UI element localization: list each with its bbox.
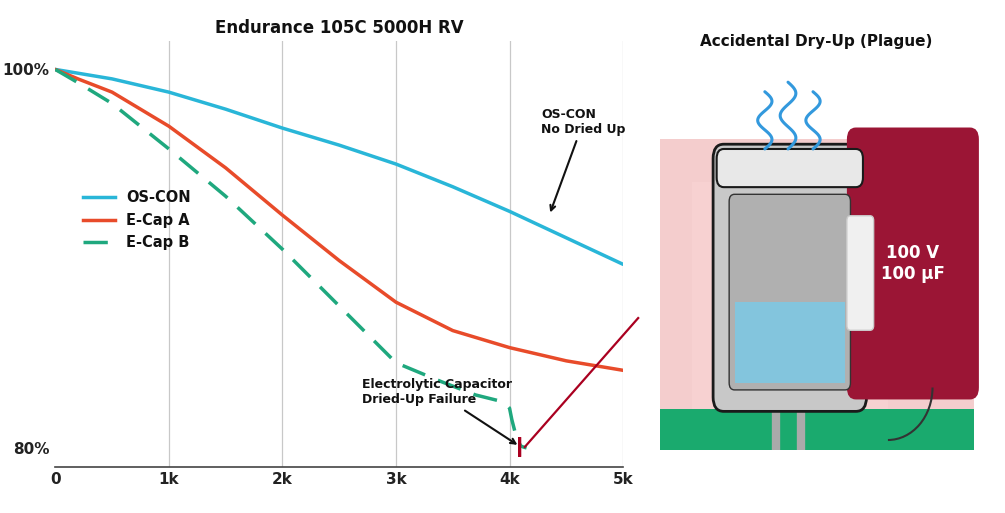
FancyBboxPatch shape [714,144,866,411]
Text: Electrolytic Capacitor
Dried-Up Failure: Electrolytic Capacitor Dried-Up Failure [362,378,516,444]
FancyBboxPatch shape [659,140,974,449]
FancyBboxPatch shape [717,149,863,187]
Text: 100 V
100 μF: 100 V 100 μF [881,244,945,283]
FancyBboxPatch shape [691,182,888,421]
Title: Endurance 105C 5000H RV: Endurance 105C 5000H RV [215,18,463,37]
FancyBboxPatch shape [847,216,873,330]
FancyBboxPatch shape [659,409,974,449]
FancyBboxPatch shape [735,302,845,383]
Text: Accidental Dry-Up (Plague): Accidental Dry-Up (Plague) [700,34,933,49]
Text: OS-CON
No Dried Up: OS-CON No Dried Up [542,108,626,210]
Legend: OS-CON, E-Cap A, E-Cap B: OS-CON, E-Cap A, E-Cap B [76,185,197,256]
FancyBboxPatch shape [847,128,979,400]
FancyBboxPatch shape [730,194,850,390]
